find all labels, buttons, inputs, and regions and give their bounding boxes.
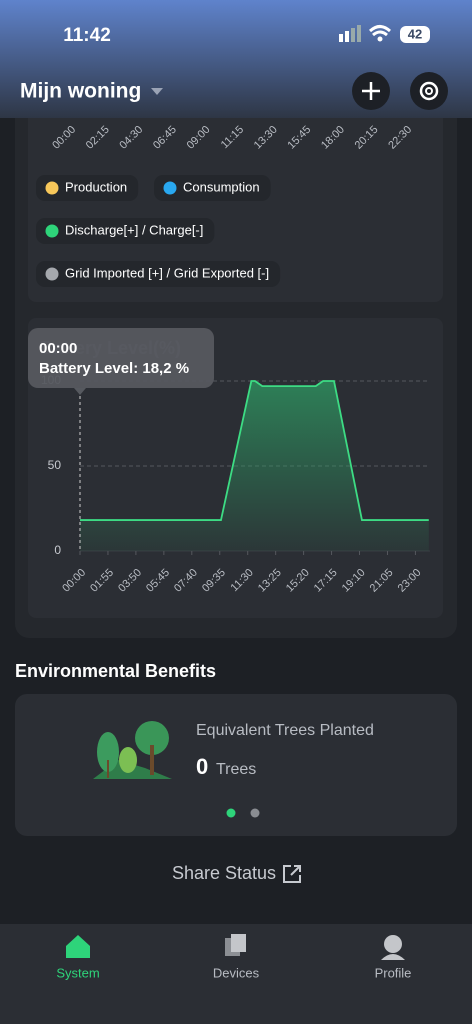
legend-item[interactable]: Consumption	[154, 175, 271, 201]
trees-label: Equivalent Trees Planted	[196, 722, 374, 739]
legend-pill	[36, 175, 139, 201]
page-dot[interactable]	[250, 808, 260, 818]
dropdown-caret[interactable]	[151, 88, 163, 95]
tab-label[interactable]: System	[56, 965, 99, 980]
tooltip-value: Battery Level: 18,2 %	[39, 360, 189, 377]
legend-item[interactable]: Production	[36, 175, 139, 201]
legend-label: Discharge[+] / Charge[-]	[65, 222, 203, 237]
legend-label: Grid Imported [+] / Grid Exported [-]	[65, 265, 269, 280]
signal	[345, 31, 349, 42]
legend-item[interactable]: Grid Imported [+] / Grid Exported [-]	[36, 261, 281, 287]
legend-swatch	[45, 181, 59, 195]
signal	[357, 25, 361, 42]
legend-swatch	[45, 224, 59, 238]
tab-label[interactable]: Devices	[213, 965, 260, 980]
area	[80, 381, 429, 551]
settings-button[interactable]	[410, 72, 448, 110]
profile-icon[interactable]	[381, 954, 405, 960]
gear-icon	[425, 87, 433, 95]
share-status[interactable]: Share Status	[172, 863, 276, 883]
profile-icon[interactable]	[384, 935, 402, 953]
page-dot[interactable]	[226, 808, 236, 818]
legend-label: Production	[65, 179, 127, 194]
legend-label: Consumption	[183, 179, 260, 194]
tooltip-pointer	[74, 388, 86, 395]
legend-item[interactable]: Discharge[+] / Charge[-]	[36, 218, 215, 244]
trees-count: 0	[196, 754, 208, 779]
y-tick-label: 50	[48, 458, 62, 472]
battery-icon	[400, 26, 430, 43]
tab-label[interactable]: Profile	[375, 965, 412, 980]
tree	[97, 732, 119, 772]
environment-card	[15, 694, 457, 836]
signal	[351, 28, 355, 42]
legend-pill	[36, 218, 215, 244]
gear-icon	[419, 81, 439, 101]
devices-icon[interactable]	[231, 934, 246, 952]
status-time: 11:42	[63, 25, 111, 46]
header	[0, 0, 472, 118]
tooltip-time: 00:00	[39, 340, 77, 357]
system-icon[interactable]	[66, 935, 90, 958]
tree	[119, 747, 137, 773]
legend-pill	[36, 261, 281, 287]
tree	[135, 721, 169, 755]
legend-pill	[154, 175, 271, 201]
trunk	[107, 760, 109, 778]
wifi	[377, 36, 383, 42]
trunk	[150, 745, 154, 775]
wifi	[368, 25, 392, 37]
battery-level: 42	[408, 26, 422, 41]
home-title[interactable]: Mijn woning	[20, 80, 141, 103]
y-tick-label: 0	[54, 543, 61, 557]
section-title: Environmental Benefits	[15, 661, 216, 681]
legend-swatch	[45, 267, 59, 281]
legend-swatch	[163, 181, 177, 195]
trees-unit: Trees	[216, 761, 256, 778]
plus-icon	[362, 82, 380, 100]
line	[80, 380, 429, 521]
share-icon[interactable]	[283, 865, 301, 883]
tooltip	[28, 328, 214, 388]
signal	[339, 34, 343, 42]
